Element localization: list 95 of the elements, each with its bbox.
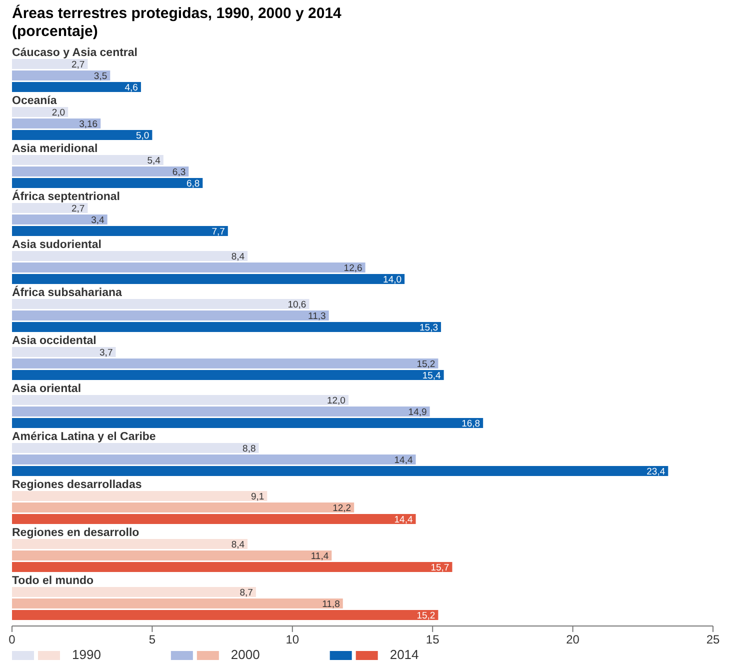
data-label: 7,7 (212, 226, 225, 238)
data-label: 2,7 (71, 60, 85, 70)
data-label: 11,4 (310, 551, 329, 562)
bar (12, 395, 348, 405)
y-tick-label: Todo el mundo (12, 575, 94, 587)
data-label: 14,4 (394, 514, 413, 526)
bar (12, 370, 444, 380)
data-label: 15,4 (422, 370, 441, 382)
y-tick-label: Asia occidental (12, 335, 96, 347)
data-label: 3,5 (94, 71, 108, 82)
data-label: 15,7 (430, 562, 450, 574)
data-label: 15,2 (416, 610, 436, 622)
data-label: 2,0 (52, 108, 66, 118)
bar (12, 310, 329, 320)
y-tick-label: América Latina y el Caribe (12, 431, 156, 443)
bar (12, 598, 343, 608)
data-label: 11,3 (308, 311, 326, 322)
bar (12, 587, 256, 597)
y-tick-label: Regiones en desarrollo (12, 527, 140, 539)
bar (12, 262, 366, 272)
chart-title: Áreas terrestres protegidas, 1990, 2000 y 2014 (12, 4, 342, 22)
y-tick-label: África septentrional (12, 189, 120, 203)
legend-label: 1990 (72, 647, 101, 662)
y-tick-label: Asia sudoriental (12, 239, 102, 251)
bar (12, 118, 101, 128)
x-tick-label: 5 (148, 632, 156, 647)
bar (12, 251, 248, 261)
bar (12, 539, 248, 549)
bar (12, 226, 228, 236)
data-label: 23,4 (646, 466, 666, 478)
data-label: 12,0 (326, 396, 346, 406)
x-tick-label: 15 (426, 632, 440, 647)
data-label: 8,4 (231, 252, 245, 262)
bar (12, 322, 442, 332)
bar (12, 406, 430, 416)
y-tick-label: Asia oriental (12, 383, 82, 395)
y-tick-label: Oceanía (12, 95, 58, 107)
data-label: 14,9 (408, 407, 427, 418)
y-tick-label: Asia meridional (12, 143, 98, 155)
data-label: 8,7 (240, 588, 253, 598)
data-label: 14,4 (394, 455, 413, 466)
x-tick-label: 10 (286, 632, 300, 647)
x-tick-label: 0 (8, 632, 16, 647)
data-label: 3,4 (91, 215, 104, 226)
data-label: 14,0 (383, 274, 402, 286)
data-label: 2,7 (71, 204, 85, 214)
bar (12, 514, 416, 524)
bar (12, 466, 668, 476)
bar (12, 82, 141, 92)
bar (12, 347, 116, 357)
data-label: 11,8 (322, 599, 340, 610)
bar (12, 59, 88, 69)
y-tick-label: Regiones desarrolladas (12, 479, 142, 491)
data-label: 8,4 (231, 540, 245, 550)
bar (12, 610, 438, 620)
bar (12, 178, 203, 188)
bar (12, 454, 416, 464)
bar (12, 550, 332, 560)
data-label: 4,6 (124, 82, 138, 94)
bar (12, 203, 88, 213)
data-label: 15,3 (420, 322, 438, 334)
legend-label: 2000 (230, 647, 260, 662)
data-label: 12,6 (344, 263, 362, 274)
data-label: 5,4 (147, 156, 160, 166)
legend-label: 2014 (390, 647, 419, 662)
data-label: 5,0 (136, 130, 150, 142)
x-tick-label: 20 (566, 632, 580, 647)
y-tick-label: África subsahariana (12, 285, 123, 299)
x-tick-label: 25 (706, 632, 720, 647)
data-label: 6,3 (172, 167, 186, 178)
data-label: 8,8 (242, 444, 256, 454)
data-label: 16,8 (462, 418, 480, 430)
chart-subtitle: (porcentaje) (12, 23, 98, 40)
bar (12, 214, 108, 224)
data-label: 15,2 (416, 359, 436, 370)
bar (12, 155, 164, 165)
bar (12, 443, 259, 453)
bar (12, 107, 68, 117)
bar (12, 70, 110, 80)
data-label: 10,6 (288, 300, 306, 310)
bar (12, 562, 452, 572)
data-label: 3,16 (79, 119, 98, 130)
data-label: 3,7 (100, 348, 113, 358)
bar (12, 502, 354, 512)
bar (12, 166, 189, 176)
data-label: 6,8 (186, 178, 200, 190)
data-label: 12,2 (332, 503, 352, 514)
data-label: 9,1 (250, 492, 264, 502)
bar (12, 358, 438, 368)
y-tick-label: Cáucaso y Asia central (12, 47, 138, 59)
bar (12, 418, 484, 428)
bar (12, 274, 405, 284)
bar (12, 491, 268, 501)
bar (12, 130, 152, 140)
bar (12, 299, 310, 309)
